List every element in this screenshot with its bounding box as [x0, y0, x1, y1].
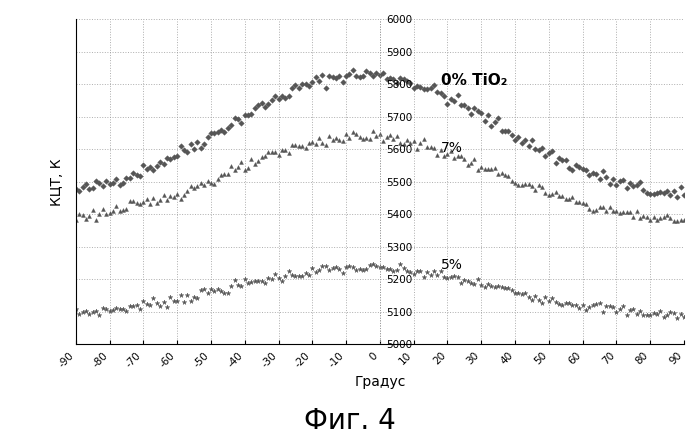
- X-axis label: Градус: Градус: [354, 374, 405, 388]
- Text: 5400: 5400: [387, 210, 413, 220]
- Text: 5600: 5600: [387, 145, 413, 155]
- Text: Фиг. 4: Фиг. 4: [303, 406, 396, 434]
- Text: 5300: 5300: [387, 242, 413, 252]
- Text: 7%: 7%: [440, 141, 463, 155]
- Text: 5%: 5%: [440, 258, 463, 272]
- Text: 5900: 5900: [387, 47, 413, 57]
- Y-axis label: КЦТ, К: КЦТ, К: [50, 159, 64, 206]
- Text: 6000: 6000: [387, 15, 413, 25]
- Text: 5500: 5500: [387, 177, 413, 187]
- Text: 0% TiO₂: 0% TiO₂: [440, 73, 507, 88]
- Text: 5000: 5000: [387, 340, 413, 350]
- Text: 5100: 5100: [387, 307, 413, 317]
- Text: 5200: 5200: [387, 275, 413, 285]
- Text: 5800: 5800: [387, 80, 413, 90]
- Text: 5700: 5700: [387, 113, 413, 122]
